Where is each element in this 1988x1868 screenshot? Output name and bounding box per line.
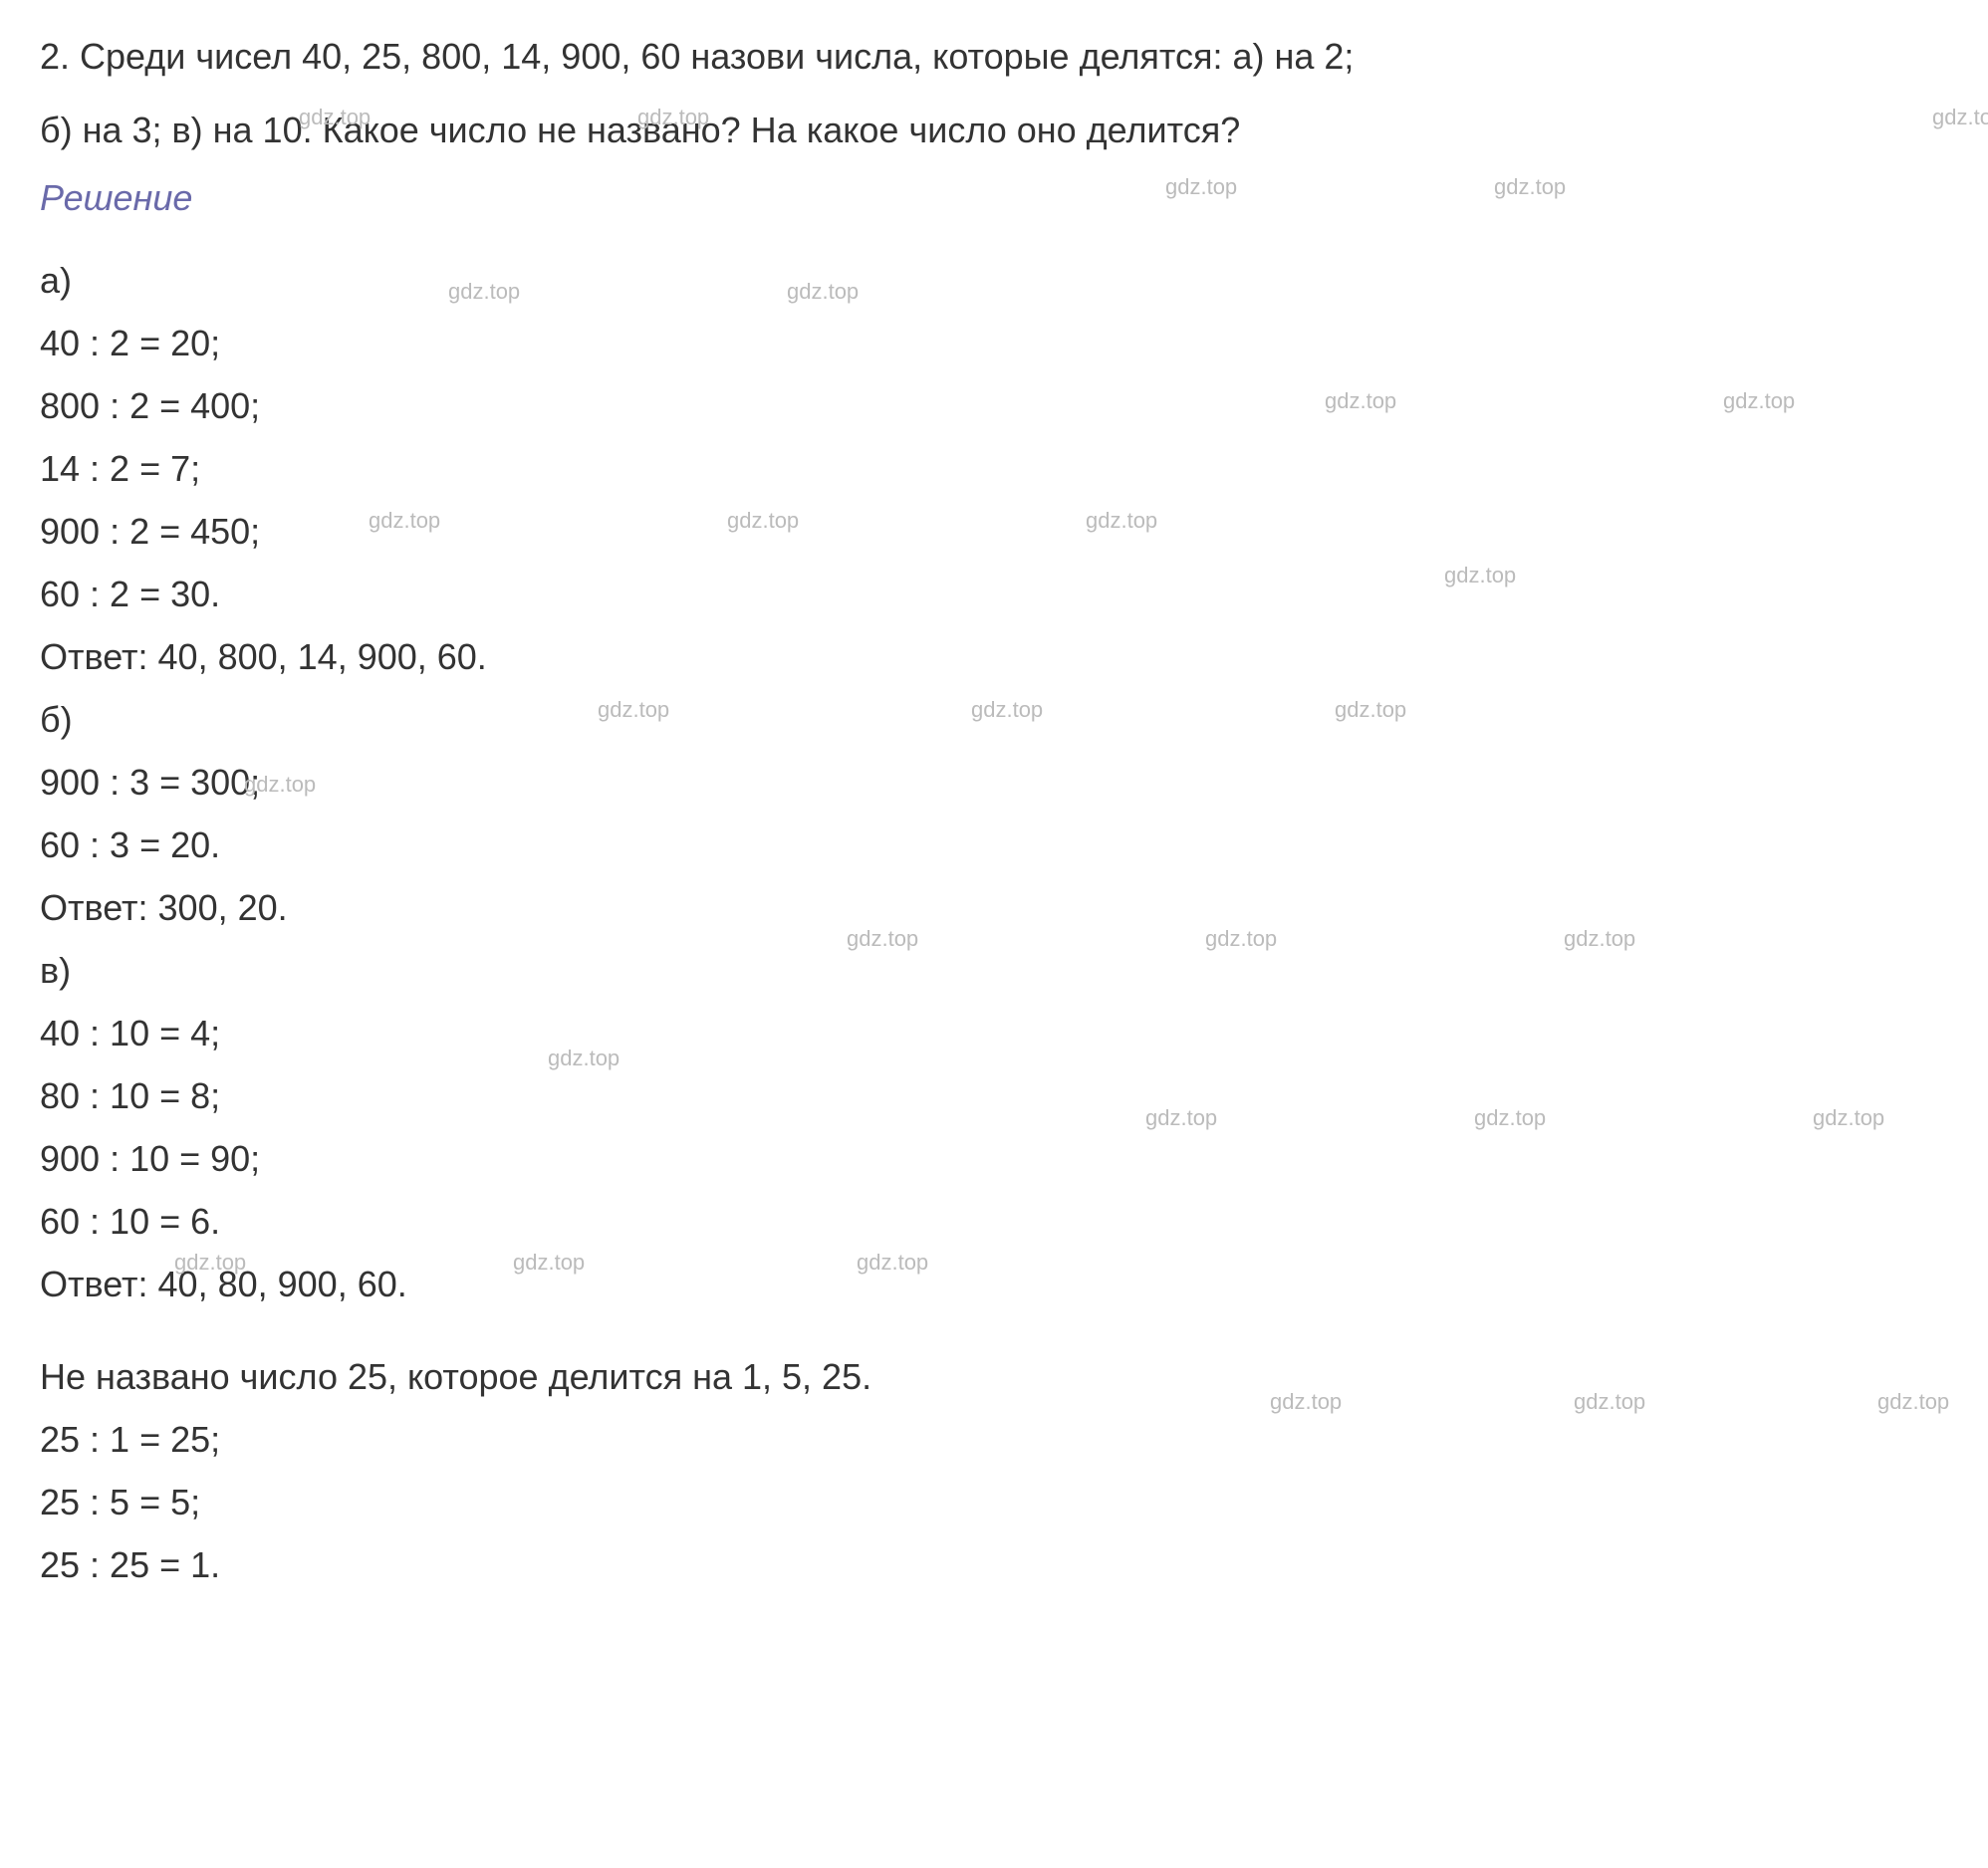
section-a-line: 800 : 2 = 400;	[40, 374, 1948, 437]
section-c-header: в)	[40, 939, 1948, 1002]
section-b-line: 60 : 3 = 20.	[40, 814, 1948, 876]
section-a-line: 40 : 2 = 20;	[40, 312, 1948, 374]
final-line: 25 : 25 = 1.	[40, 1533, 1948, 1596]
problem-line-1: 2. Среди чисел 40, 25, 800, 14, 900, 60 …	[40, 30, 1948, 84]
section-b-header: б)	[40, 688, 1948, 751]
section-c-line: 40 : 10 = 4;	[40, 1002, 1948, 1064]
section-b: б) 900 : 3 = 300; 60 : 3 = 20. Ответ: 30…	[40, 688, 1948, 939]
spacer	[40, 1315, 1948, 1345]
section-final: Не названо число 25, которое делится на …	[40, 1345, 1948, 1596]
problem-statement: 2. Среди чисел 40, 25, 800, 14, 900, 60 …	[40, 30, 1948, 157]
section-c-line: 900 : 10 = 90;	[40, 1127, 1948, 1190]
final-line: 25 : 5 = 5;	[40, 1471, 1948, 1533]
section-a-answer: Ответ: 40, 800, 14, 900, 60.	[40, 625, 1948, 688]
problem-line-2: б) на 3; в) на 10. Какое число не назван…	[40, 104, 1948, 157]
section-a-header: а)	[40, 249, 1948, 312]
section-c-answer: Ответ: 40, 80, 900, 60.	[40, 1253, 1948, 1315]
solution-label: Решение	[40, 177, 1948, 219]
section-c: в) 40 : 10 = 4; 80 : 10 = 8; 900 : 10 = …	[40, 939, 1948, 1315]
final-line: 25 : 1 = 25;	[40, 1408, 1948, 1471]
final-line-1: Не названо число 25, которое делится на …	[40, 1345, 1948, 1408]
section-a-line: 60 : 2 = 30.	[40, 563, 1948, 625]
section-a-line: 900 : 2 = 450;	[40, 500, 1948, 563]
section-b-answer: Ответ: 300, 20.	[40, 876, 1948, 939]
section-a: а) 40 : 2 = 20; 800 : 2 = 400; 14 : 2 = …	[40, 249, 1948, 688]
section-c-line: 60 : 10 = 6.	[40, 1190, 1948, 1253]
section-b-line: 900 : 3 = 300;	[40, 751, 1948, 814]
section-a-line: 14 : 2 = 7;	[40, 437, 1948, 500]
section-c-line: 80 : 10 = 8;	[40, 1064, 1948, 1127]
